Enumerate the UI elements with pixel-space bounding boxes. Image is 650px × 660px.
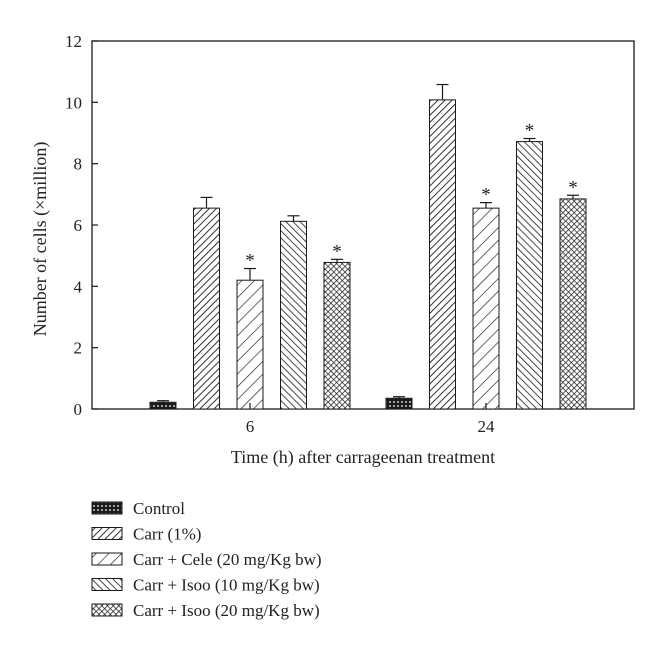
bar <box>323 261 351 410</box>
bar <box>236 279 264 410</box>
y-tick-label: 8 <box>74 155 83 174</box>
significance-marker: * <box>525 121 535 142</box>
bar <box>516 141 543 410</box>
bar <box>149 401 177 410</box>
legend-swatch <box>91 578 123 591</box>
y-tick-label: 4 <box>74 277 83 296</box>
bar <box>429 99 456 410</box>
x-tick-label: 6 <box>246 417 255 436</box>
y-tick-label: 0 <box>74 400 83 419</box>
legend: Control Carr (1%) Carr + Cele (20 mg/Kg bw… <box>91 499 322 620</box>
x-axis-label: Time (h) after carrageenan treatment <box>231 447 495 468</box>
legend-label: Carr + Isoo (10 mg/Kg bw) <box>133 576 320 595</box>
significance-marker: * <box>568 177 578 198</box>
y-tick-label: 2 <box>74 339 83 358</box>
legend-label: Carr (1%) <box>133 525 201 544</box>
legend-label: Carr + Cele (20 mg/Kg bw) <box>133 550 322 569</box>
significance-marker: * <box>332 241 342 262</box>
legend-swatch <box>91 501 123 515</box>
bar <box>193 207 220 410</box>
x-tick-label: 24 <box>478 417 496 436</box>
bar <box>559 198 587 410</box>
bar <box>472 207 500 410</box>
bar <box>385 397 413 410</box>
significance-marker: * <box>245 251 255 272</box>
plot-frame <box>91 40 635 410</box>
legend-label: Carr + Isoo (20 mg/Kg bw) <box>133 601 320 620</box>
y-tick-label: 10 <box>65 93 82 112</box>
y-tick-label: 12 <box>65 32 82 51</box>
legend-swatch <box>91 603 123 617</box>
y-axis-label: Number of cells (×million) <box>30 142 51 337</box>
significance-marker: * <box>481 185 491 206</box>
bar <box>280 220 307 410</box>
y-tick-label: 6 <box>74 216 83 235</box>
legend-swatch <box>91 552 123 566</box>
legend-swatch <box>91 527 123 540</box>
legend-label: Control <box>133 499 185 518</box>
